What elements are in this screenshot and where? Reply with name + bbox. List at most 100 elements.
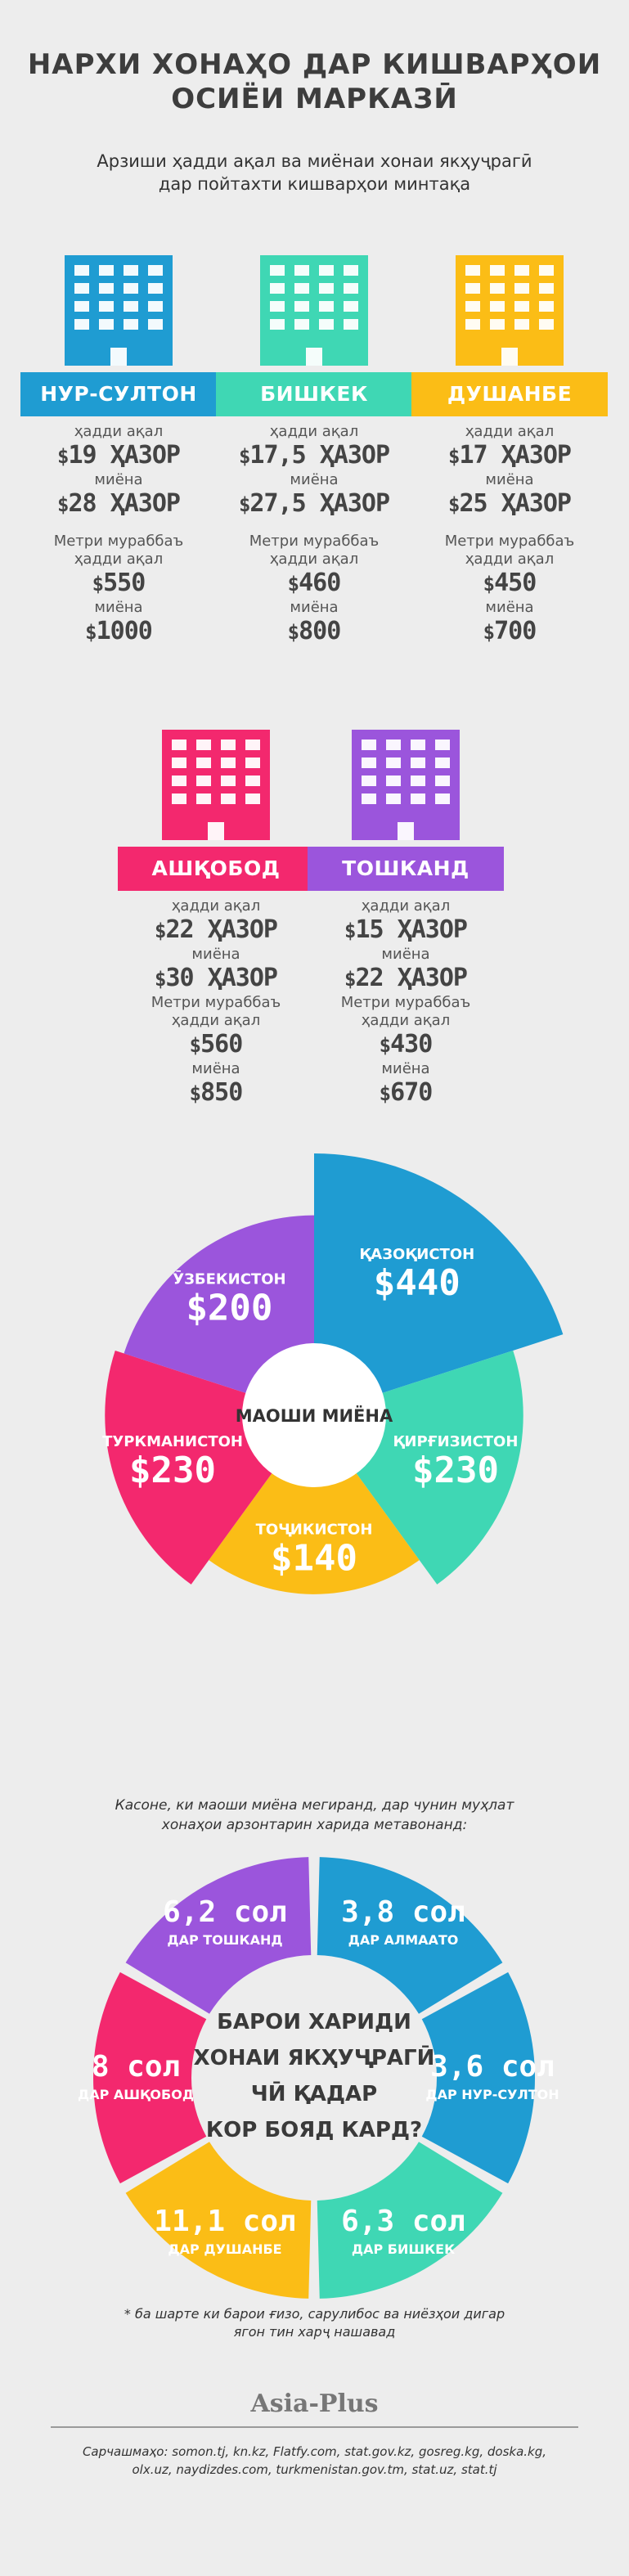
- pie-slice-label: ТОҶИКИСТОН: [256, 1521, 373, 1538]
- min-label: ҳадди ақал: [269, 423, 359, 440]
- years-center-text: КОР БОЯД КАРД?: [206, 2118, 422, 2142]
- pie-slice-label: ҚИРҒИЗИСТОН: [393, 1433, 518, 1450]
- sqm-avg-price: $800: [287, 617, 342, 645]
- divider: [51, 2426, 578, 2428]
- city-stats: ҳадди ақал $17 ҲАЗОР миёна $25 ҲАЗОР Метри м…: [411, 423, 608, 647]
- years-segment: [317, 2142, 503, 2299]
- min-price: $17 ҲАЗОР: [448, 441, 572, 470]
- years-city: ДАР ТОШКАНД: [167, 1932, 282, 1948]
- years-center-text: ЧӢ ҚАДАР: [251, 2080, 377, 2106]
- sqm-label: Метри мураббаъ: [53, 533, 184, 550]
- pie-slice-value: $230: [129, 1450, 216, 1491]
- title-line-1: НАРХИ ХОНАҲО ДАР КИШВАРҲОИ: [27, 48, 602, 81]
- sqm-min-price: $450: [483, 569, 537, 597]
- years-city: ДАР ДУШАНБЕ: [168, 2241, 281, 2257]
- page-title: НАРХИ ХОНАҲО ДАР КИШВАРҲОИ ОСИЁИ МАРКАЗӢ: [0, 47, 629, 116]
- years-intro-line-2: хонаҳои арзонтарин харида метавонанд:: [161, 1817, 468, 1833]
- sqm-avg-price: $700: [483, 617, 537, 645]
- title-line-2: ОСИЁИ МАРКАЗӢ: [171, 83, 458, 115]
- sqm-min-price: $560: [189, 1030, 244, 1059]
- sqm-label: Метри мураббаъ: [249, 533, 380, 550]
- pie-slice-value: $200: [186, 1287, 272, 1328]
- sqm-min-price: $430: [379, 1030, 434, 1059]
- avg-price: $22 ҲАЗОР: [344, 964, 468, 992]
- sqm-min-label: ҳадди ақал: [465, 551, 555, 568]
- pie-center: [242, 1343, 386, 1487]
- sqm-avg-label: миёна: [94, 599, 143, 616]
- years-to-buy-pie: 3,8 сол ДАР АЛМААТО 3,6 сол ДАР НУР-СУЛТОН 6…: [78, 1857, 559, 2299]
- city-name: АШҚОБОД: [118, 847, 314, 891]
- sqm-avg-price: $850: [189, 1078, 244, 1107]
- city-name: БИШКЕК: [216, 372, 412, 416]
- avg-label: миёна: [381, 946, 430, 963]
- min-price: $15 ҲАЗОР: [344, 915, 468, 944]
- min-label: ҳадди ақал: [171, 897, 261, 915]
- footnote: * ба шарте ки барои ғизо, сарулибос ва н…: [0, 2305, 629, 2341]
- years-value: 8 сол: [92, 2050, 180, 2084]
- sources-line-2: olx.uz, naydizdes.com, turkmenistan.gov.…: [132, 2462, 497, 2477]
- pie-slice-label: ӮЗБЕКИСТОН: [173, 1270, 285, 1288]
- pie-slice-value: $140: [271, 1537, 357, 1579]
- building-icon: [260, 255, 368, 366]
- avg-price: $30 ҲАЗОР: [155, 964, 278, 992]
- subtitle: Арзиши ҳадди ақал ва миёнаи хонаи якҳуҷр…: [0, 150, 629, 196]
- min-price: $19 ҲАЗОР: [57, 441, 181, 470]
- sqm-label: Метри мураббаъ: [340, 994, 471, 1011]
- years-value: 3,6 сол: [430, 2050, 555, 2084]
- sqm-avg-label: миёна: [290, 599, 339, 616]
- city-stats: ҳадди ақал $22 ҲАЗОР миёна $30 ҲАЗОР Метри м…: [118, 897, 314, 1108]
- subtitle-line-1: Арзиши ҳадди ақал ва миёнаи хонаи якҳуҷр…: [97, 151, 532, 171]
- years-value: 6,2 сол: [163, 1895, 287, 1929]
- sqm-min-label: ҳадди ақал: [269, 551, 359, 568]
- sources: Сарчашмаҳо: somon.tj, kn.kz, Flatfy.com,…: [0, 2443, 629, 2479]
- city-stats: ҳадди ақал $17,5 ҲАЗОР миёна $27,5 ҲАЗОР Мет…: [216, 423, 412, 647]
- avg-price: $28 ҲАЗОР: [57, 489, 181, 518]
- years-city: ДАР БИШКЕК: [352, 2241, 455, 2257]
- years-intro: Касоне, ки маоши миёна мегиранд, дар чун…: [0, 1796, 629, 1835]
- building-icon: [456, 255, 564, 366]
- min-label: ҳадди ақал: [361, 897, 451, 915]
- average-salary-pie: ҚАЗОҚИСТОН$440ҚИРҒИЗИСТОН$230ТОҶИКИСТОН$…: [102, 1153, 564, 1594]
- city-stats: ҳадди ақал $15 ҲАЗОР миёна $22 ҲАЗОР Метри м…: [308, 897, 504, 1108]
- pie-slice-value: $230: [412, 1450, 499, 1491]
- years-segment: [93, 1971, 207, 2184]
- sqm-avg-label: миёна: [485, 599, 534, 616]
- sources-line-1: Сарчашмаҳо: somon.tj, kn.kz, Flatfy.com,…: [82, 2444, 547, 2459]
- pie-slice-label: ҚАЗОҚИСТОН: [359, 1246, 474, 1263]
- sqm-avg-label: миёна: [381, 1060, 430, 1077]
- city-stats: ҳадди ақал $19 ҲАЗОР миёна $28 ҲАЗОР Метри м…: [20, 423, 217, 647]
- sqm-min-price: $460: [287, 569, 342, 597]
- years-intro-line-1: Касоне, ки маоши миёна мегиранд, дар чун…: [115, 1797, 514, 1814]
- sqm-avg-price: $1000: [85, 617, 153, 645]
- building-icon: [352, 730, 460, 840]
- sqm-min-label: ҳадди ақал: [171, 1012, 261, 1029]
- sqm-label: Метри мураббаъ: [151, 994, 281, 1011]
- avg-label: миёна: [290, 471, 339, 488]
- sqm-avg-label: миёна: [191, 1060, 240, 1077]
- pie-slice: [314, 1153, 564, 1415]
- city-name: НУР-СУЛТОН: [20, 372, 217, 416]
- pie-slice-value: $440: [374, 1262, 461, 1304]
- sqm-min-label: ҳадди ақал: [74, 551, 164, 568]
- min-price: $17,5 ҲАЗОР: [238, 441, 390, 470]
- avg-label: миёна: [485, 471, 534, 488]
- footnote-line-2: ягон тин харҷ нашавад: [233, 2324, 396, 2340]
- years-value: 3,8 сол: [341, 1895, 465, 1929]
- years-center-text: БАРОИ ХАРИДИ: [217, 2010, 411, 2034]
- years-segment: [421, 1971, 535, 2184]
- city-name: ТОШКАНД: [308, 847, 504, 891]
- years-value: 11,1 сол: [154, 2205, 295, 2238]
- building-icon: [162, 730, 270, 840]
- sqm-min-price: $550: [92, 569, 146, 597]
- years-segment: [317, 1857, 503, 2014]
- building-icon: [65, 255, 173, 366]
- avg-price: $27,5 ҲАЗОР: [238, 489, 390, 518]
- years-city: ДАР АШҚОБОД: [78, 2087, 194, 2102]
- years-segment: [125, 2142, 312, 2299]
- pie-slice: [209, 1415, 420, 1594]
- pie-title: МАОШИ МИЁНА: [236, 1405, 393, 1426]
- min-label: ҳадди ақал: [74, 423, 164, 440]
- footnote-line-1: * ба шарте ки барои ғизо, сарулибос ва н…: [124, 2306, 505, 2322]
- sqm-avg-price: $670: [379, 1078, 434, 1107]
- years-city: ДАР АЛМААТО: [348, 1932, 459, 1948]
